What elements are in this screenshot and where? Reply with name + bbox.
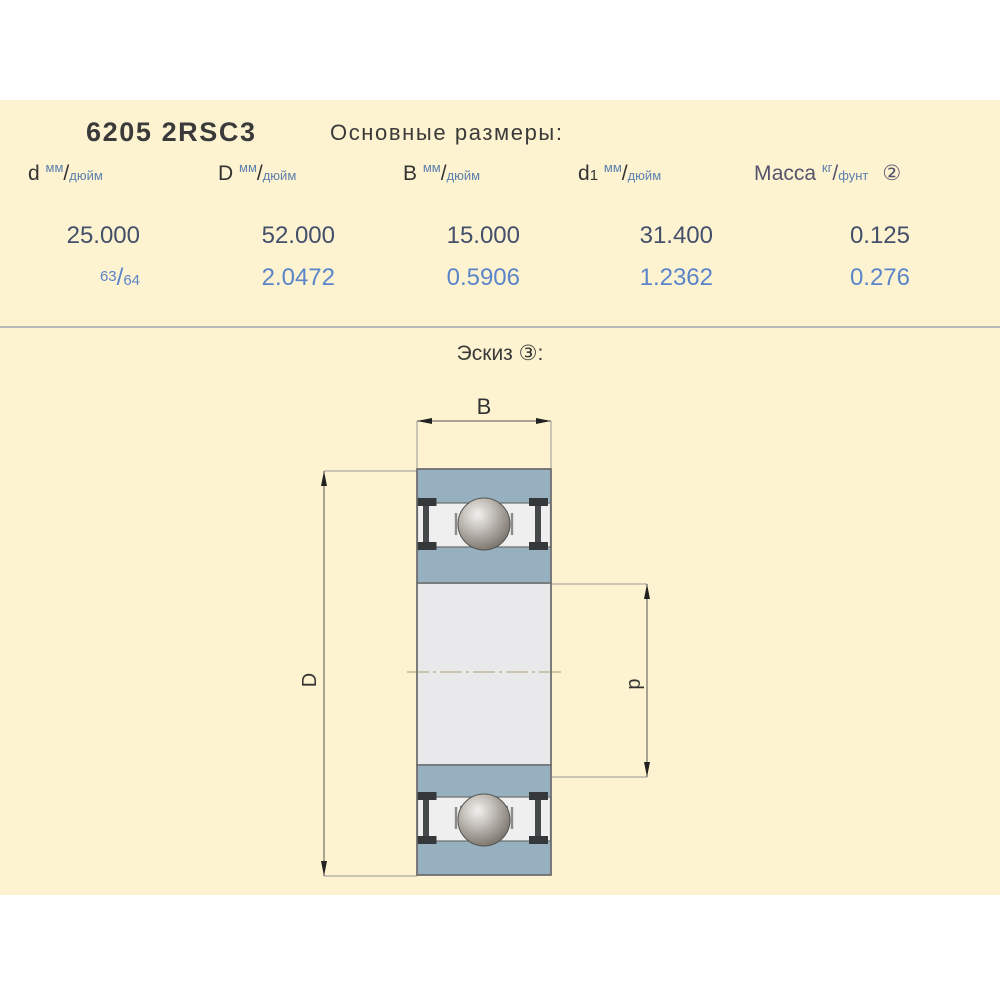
svg-text:B: B <box>477 394 492 419</box>
svg-text:d: d <box>624 678 646 689</box>
svg-text:D: D <box>299 673 321 687</box>
